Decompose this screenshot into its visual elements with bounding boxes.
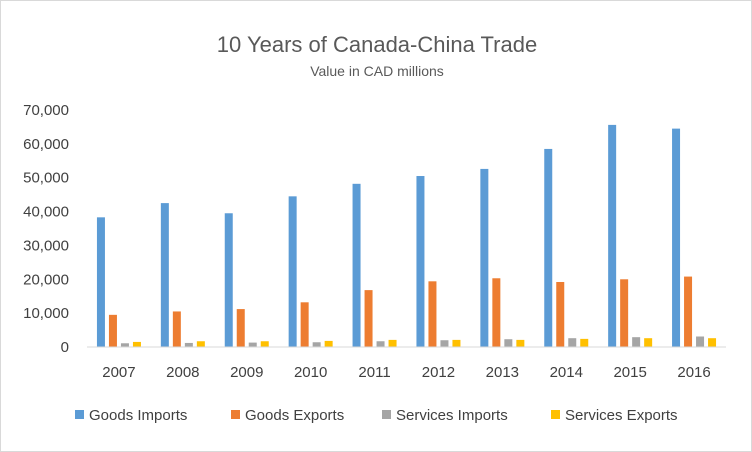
bar-goods-exports-2009 [236, 309, 245, 347]
bar-services-exports-2016 [708, 338, 717, 347]
bar-goods-exports-2012 [428, 281, 437, 347]
legend-swatch [382, 410, 391, 419]
bar-services-exports-2014 [580, 338, 589, 347]
x-tick-label: 2009 [230, 364, 263, 381]
bar-goods-imports-2010 [288, 196, 297, 347]
bar-services-exports-2011 [388, 339, 397, 347]
bar-goods-exports-2011 [364, 290, 373, 347]
bar-goods-exports-2010 [300, 302, 309, 347]
y-tick-label: 50,000 [23, 170, 69, 187]
x-tick-label: 2008 [166, 364, 199, 381]
x-tick-label: 2007 [102, 364, 135, 381]
legend-label: Services Exports [565, 407, 678, 424]
bar-services-exports-2012 [452, 339, 461, 347]
y-tick-label: 0 [61, 339, 69, 356]
bar-services-imports-2010 [312, 342, 321, 347]
bar-services-imports-2015 [632, 337, 641, 347]
bar-goods-imports-2014 [544, 148, 553, 347]
bar-services-exports-2015 [644, 338, 653, 347]
bar-goods-exports-2015 [620, 279, 629, 347]
chart-title: 10 Years of Canada-China Trade [217, 32, 537, 57]
legend-swatch [231, 410, 240, 419]
bar-services-exports-2007 [132, 341, 141, 347]
x-tick-label: 2016 [677, 364, 710, 381]
bar-services-imports-2009 [248, 342, 257, 347]
legend-label: Goods Exports [245, 407, 344, 424]
bar-goods-imports-2013 [480, 168, 489, 347]
bar-goods-exports-2013 [492, 278, 501, 347]
x-tick-label: 2012 [422, 364, 455, 381]
legend-swatch [551, 410, 560, 419]
bar-goods-exports-2008 [172, 311, 181, 347]
bar-goods-exports-2016 [684, 276, 693, 347]
chart-subtitle: Value in CAD millions [310, 63, 444, 79]
x-tick-label: 2013 [486, 364, 519, 381]
bar-goods-exports-2014 [556, 281, 565, 347]
bar-goods-imports-2016 [672, 128, 681, 347]
x-tick-label: 2015 [613, 364, 646, 381]
y-tick-label: 60,000 [23, 136, 69, 153]
x-axis: 2007 2008 2009 2010 2011 2012 2013 2014 2015 2016 [102, 364, 710, 381]
bar-services-imports-2014 [568, 338, 577, 347]
bar-goods-imports-2007 [96, 217, 105, 347]
bar-services-exports-2013 [516, 339, 525, 347]
bar-goods-imports-2015 [608, 124, 617, 347]
bar-services-imports-2011 [376, 341, 385, 347]
x-tick-label: 2014 [550, 364, 583, 381]
y-tick-label: 20,000 [23, 271, 69, 288]
bar-services-exports-2010 [324, 340, 333, 347]
bars [96, 124, 717, 347]
y-tick-label: 10,000 [23, 305, 69, 322]
legend-swatch [75, 410, 84, 419]
x-tick-label: 2010 [294, 364, 327, 381]
bar-services-imports-2016 [696, 336, 705, 347]
bar-goods-exports-2007 [108, 314, 117, 347]
y-tick-label: 70,000 [23, 102, 69, 119]
bar-services-exports-2008 [196, 341, 205, 347]
bar-goods-imports-2008 [160, 203, 169, 347]
bar-services-imports-2012 [440, 340, 449, 347]
bar-services-imports-2008 [184, 342, 193, 347]
x-tick-label: 2011 [358, 364, 390, 381]
legend-label: Services Imports [396, 407, 508, 424]
legend: Goods Imports Goods Exports Services Impor… [75, 407, 678, 424]
legend-label: Goods Imports [89, 407, 187, 424]
y-tick-label: 40,000 [23, 204, 69, 221]
y-axis: 0 10,000 20,000 30,000 40,000 50,000 60,000 70,… [23, 102, 69, 356]
bar-goods-imports-2009 [224, 213, 233, 347]
y-tick-label: 30,000 [23, 237, 69, 254]
bar-services-exports-2009 [260, 341, 269, 347]
bar-goods-imports-2011 [352, 183, 361, 347]
bar-services-imports-2013 [504, 339, 513, 347]
bar-services-imports-2007 [120, 343, 129, 347]
bar-goods-imports-2012 [416, 176, 425, 347]
